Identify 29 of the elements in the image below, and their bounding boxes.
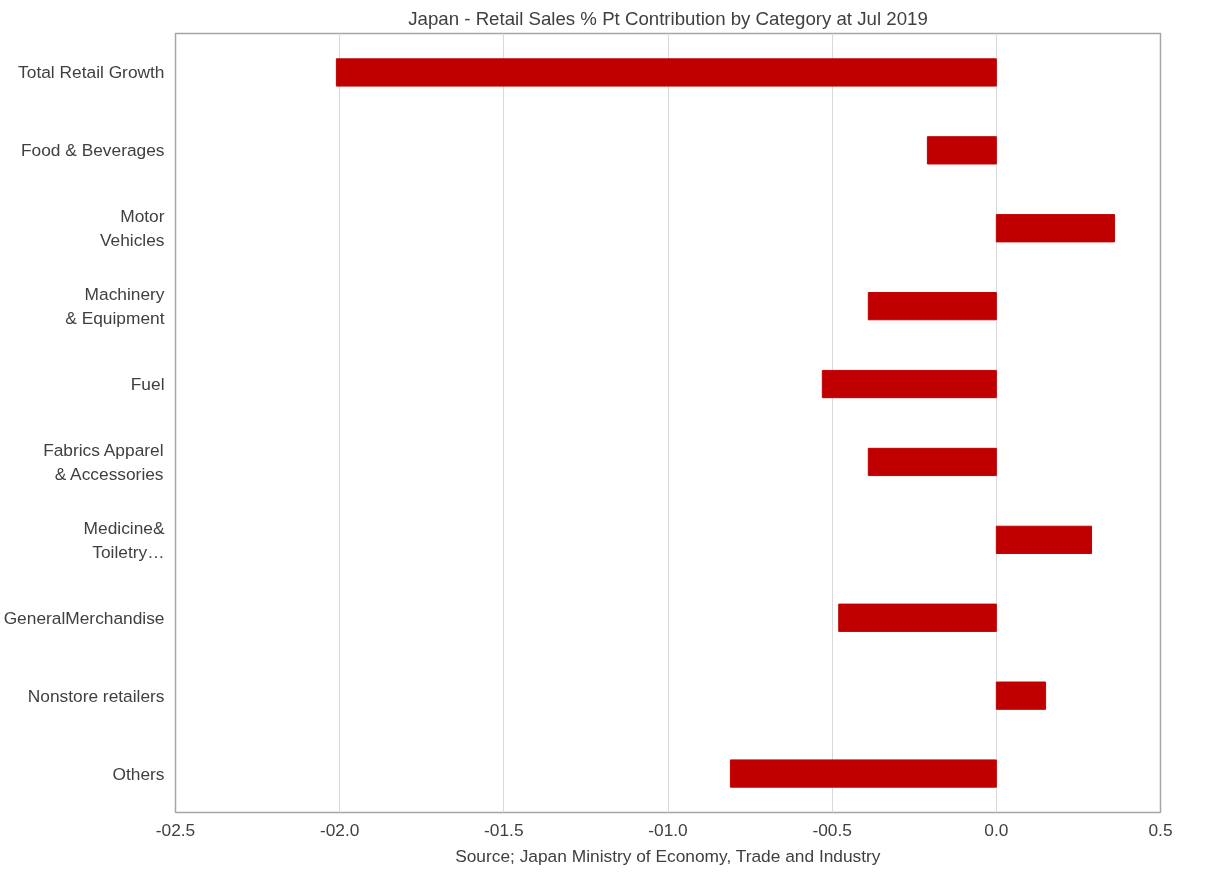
y-tick-label: GeneralMerchandise: [3, 607, 165, 628]
x-tick-label: -01.0: [648, 819, 688, 840]
x-tick-label: -02.0: [319, 819, 360, 840]
x-tick-label: -01.5: [484, 819, 524, 840]
bar: [995, 214, 1116, 243]
bar: [926, 136, 997, 165]
y-tick-label: Food & Beverages: [20, 140, 165, 161]
y-tick-label: Medicine& Toiletry…: [83, 517, 165, 562]
x-tick-label: -00.5: [812, 819, 852, 840]
y-tick-label: Total Retail Growth: [18, 62, 165, 83]
bar: [867, 292, 997, 321]
y-tick-label: Fabrics Apparel & Accessories: [43, 439, 164, 484]
bar: [867, 447, 997, 477]
bar: [729, 759, 997, 788]
x-tick-label: 0.5: [1148, 819, 1173, 840]
x-tick-label: 0.0: [984, 819, 1009, 840]
x-tick-label: -02.5: [155, 819, 196, 840]
y-tick-label: Others: [112, 763, 165, 784]
bar: [995, 681, 1047, 710]
y-tick-label: Nonstore retailers: [27, 685, 165, 706]
bar: [335, 58, 997, 87]
y-tick-label: Machinery & Equipment: [65, 284, 165, 329]
chart-title: Japan - Retail Sales % Pt Contribution by Category at Jul 2019: [408, 7, 928, 29]
source-note: Source; Japan Ministry of Economy, Trade and Industry: [455, 845, 881, 866]
y-tick-label: Motor Vehicles: [99, 206, 165, 251]
bar: [838, 603, 997, 632]
bar: [995, 525, 1093, 554]
y-tick-label: Fuel: [130, 374, 165, 395]
bar: [821, 369, 997, 399]
